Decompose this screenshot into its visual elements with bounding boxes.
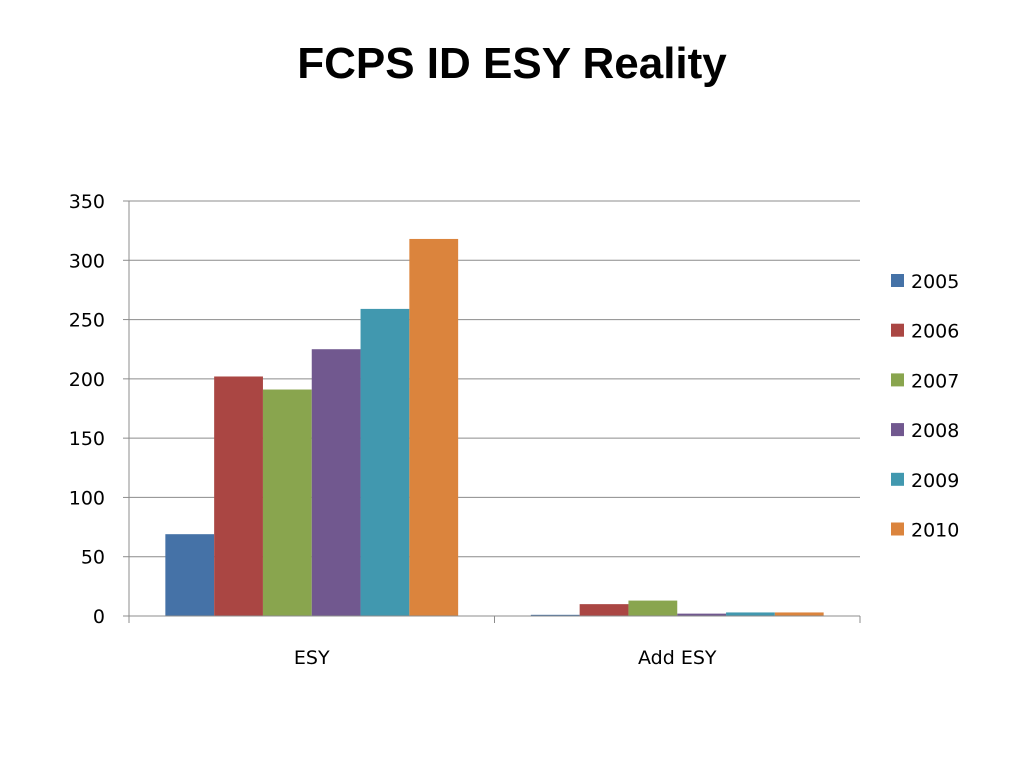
y-tick-label: 100 bbox=[69, 487, 105, 509]
slide-title: FCPS ID ESY Reality bbox=[297, 39, 727, 88]
legend-label: 2005 bbox=[911, 271, 959, 293]
bar-2008-esy bbox=[311, 349, 361, 616]
bar-2007-esy bbox=[262, 389, 312, 616]
legend-swatch bbox=[891, 323, 904, 337]
y-tick-label: 150 bbox=[69, 428, 105, 450]
legend-label: 2009 bbox=[911, 470, 959, 492]
bar-2005-add-esy bbox=[530, 614, 580, 616]
bars bbox=[165, 238, 824, 616]
legend-label: 2006 bbox=[911, 321, 959, 343]
x-category-label: ESY bbox=[294, 647, 330, 669]
bar-2006-esy bbox=[214, 376, 263, 616]
bar-2010-add-esy bbox=[774, 612, 824, 616]
legend-label: 2007 bbox=[911, 370, 959, 392]
y-tick-label: 200 bbox=[69, 369, 105, 391]
legend: 2005 2006 2007 2008 2009 2010 bbox=[891, 271, 959, 542]
legend-label: 2008 bbox=[911, 420, 959, 442]
x-category-label: Add ESY bbox=[638, 647, 717, 669]
y-tick-label: 350 bbox=[69, 191, 105, 213]
bar-2005-esy bbox=[165, 534, 215, 616]
legend-swatch bbox=[891, 373, 904, 387]
legend-swatch bbox=[891, 423, 904, 437]
y-tick-label: 300 bbox=[69, 250, 105, 272]
y-tick-label: 250 bbox=[69, 310, 105, 332]
bar-2010-esy bbox=[409, 238, 459, 616]
y-tick-label: 0 bbox=[93, 606, 105, 628]
bar-2007-add-esy bbox=[628, 600, 678, 616]
legend-swatch bbox=[891, 522, 904, 536]
legend-swatch bbox=[891, 472, 904, 486]
legend-swatch bbox=[891, 274, 904, 287]
bar-2009-add-esy bbox=[726, 612, 775, 616]
bar-2006-add-esy bbox=[579, 604, 629, 616]
bar-2009-esy bbox=[360, 308, 410, 616]
axes: 0 50 100 150 200 250 300 350 ESY Add ESY bbox=[69, 191, 861, 669]
bar-2008-add-esy bbox=[677, 613, 727, 616]
legend-label: 2010 bbox=[911, 520, 959, 542]
y-tick-label: 50 bbox=[81, 547, 105, 569]
